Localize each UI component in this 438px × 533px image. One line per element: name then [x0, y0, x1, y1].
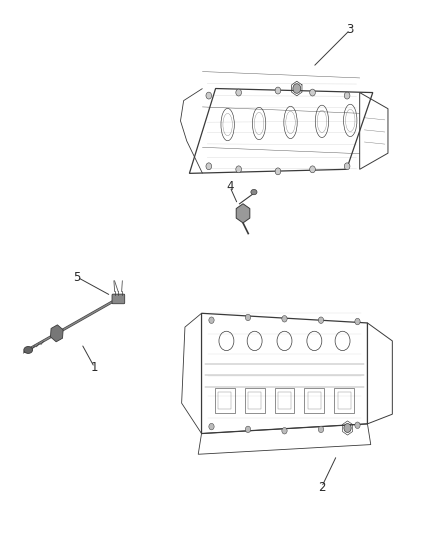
Polygon shape — [236, 204, 250, 223]
Bar — [278, 392, 291, 409]
Circle shape — [245, 314, 251, 321]
Circle shape — [310, 89, 315, 96]
Bar — [245, 388, 265, 413]
Bar — [304, 388, 324, 413]
Circle shape — [282, 316, 287, 322]
Circle shape — [344, 163, 350, 169]
Polygon shape — [50, 325, 63, 342]
Circle shape — [275, 87, 281, 94]
Circle shape — [245, 426, 251, 433]
Circle shape — [355, 422, 360, 429]
Circle shape — [355, 318, 360, 325]
Text: 2: 2 — [318, 481, 325, 494]
Text: 3: 3 — [346, 23, 353, 36]
Circle shape — [344, 92, 350, 99]
Text: 1: 1 — [91, 361, 98, 374]
Circle shape — [236, 89, 241, 96]
Text: 5: 5 — [74, 271, 81, 284]
Circle shape — [209, 317, 214, 324]
Circle shape — [293, 84, 301, 93]
Bar — [218, 392, 231, 409]
Circle shape — [275, 168, 281, 175]
Circle shape — [318, 317, 324, 324]
Circle shape — [206, 163, 212, 169]
Circle shape — [310, 166, 315, 173]
Text: 4: 4 — [226, 180, 233, 193]
Circle shape — [282, 427, 287, 434]
Circle shape — [206, 92, 212, 99]
Bar — [308, 392, 321, 409]
Bar — [215, 388, 235, 413]
Circle shape — [344, 424, 351, 432]
Circle shape — [209, 423, 214, 430]
Ellipse shape — [24, 346, 32, 353]
Bar — [334, 388, 354, 413]
Circle shape — [236, 166, 241, 173]
Bar — [275, 388, 294, 413]
Bar — [338, 392, 351, 409]
FancyBboxPatch shape — [112, 294, 125, 304]
Ellipse shape — [251, 189, 257, 195]
Bar — [248, 392, 261, 409]
Circle shape — [318, 426, 324, 433]
